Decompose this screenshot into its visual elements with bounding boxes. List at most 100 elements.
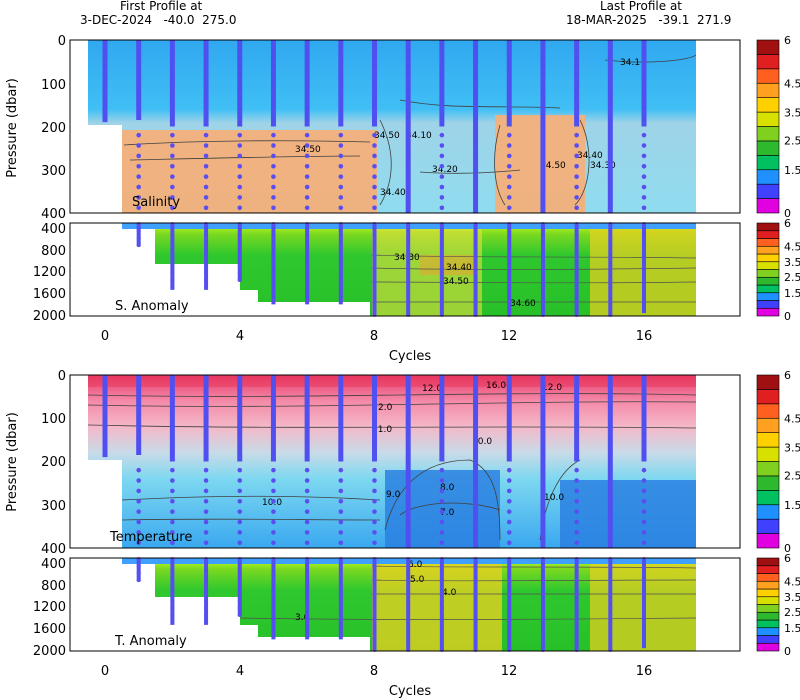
profile-dot [507, 592, 512, 597]
profile-dot [473, 599, 478, 604]
profile-dot [406, 585, 411, 590]
contour-label: 34.50 [540, 161, 566, 171]
profile-dot [304, 163, 310, 169]
profile-dot [574, 284, 579, 289]
profile-dot [237, 509, 243, 514]
profile-dot [203, 509, 209, 514]
profile-dot [338, 498, 344, 504]
profile-dot [372, 571, 377, 576]
colorbar-swatch [756, 565, 780, 574]
profile-dot [136, 519, 141, 525]
profile-dot [642, 592, 646, 597]
profile-dot [506, 498, 512, 504]
profile-dot [473, 264, 478, 269]
profile-dot [136, 132, 141, 138]
colorbar-swatch [756, 533, 780, 549]
panel-temperature: 12.0 16.0 12.0 2.0 11.0 10.0 10.0 9.0 8.… [5, 369, 741, 557]
profile-dot [574, 205, 579, 211]
colorbar-swatch [756, 183, 780, 199]
profile-dot [641, 132, 647, 138]
profile-dot [338, 243, 343, 248]
colorbar-swatch [756, 230, 780, 239]
profile-dot [170, 195, 175, 200]
profile-dot [305, 585, 310, 590]
contour-label: 5.0 [410, 575, 425, 585]
profile-dot [203, 195, 209, 200]
panel-title: S. Anomaly [115, 299, 189, 314]
profile-dot [406, 264, 411, 269]
profile-dot [304, 132, 310, 138]
profile-dot [608, 640, 613, 645]
profile-dot [237, 585, 242, 590]
profile-dot [507, 599, 512, 604]
y-tick-label: 1200 [33, 265, 66, 280]
profile-dot [372, 243, 377, 248]
profile-dot [641, 519, 647, 525]
profile-dot [642, 298, 646, 303]
temperature-y-axis: 0 100 200 300 400 [41, 369, 66, 557]
profile-dot [574, 195, 579, 200]
profile-dot [338, 633, 343, 638]
profile-dot [406, 250, 411, 255]
profile-dot [642, 284, 646, 289]
profile-dot [473, 571, 478, 576]
profile-dot [608, 250, 613, 255]
colorbar-swatch [756, 169, 780, 185]
colorbar-tick-label: 1.5 [784, 622, 800, 635]
profile-dot [406, 305, 411, 310]
profile-dot [170, 578, 175, 583]
profile-dot [439, 578, 444, 583]
profile-dot [170, 605, 175, 610]
profile-dot [271, 498, 276, 504]
profile-dot [642, 250, 646, 255]
profile-dot [136, 184, 141, 190]
x-axis-label: Cycles [389, 349, 432, 364]
profile-dot [372, 174, 377, 179]
profile-dot [507, 264, 512, 269]
profile-dot [338, 612, 343, 617]
profile-dot [170, 599, 175, 604]
profile-dot [237, 153, 243, 159]
colorbar-swatch [756, 557, 780, 567]
profile-dot [271, 184, 276, 190]
colorbar-swatch [756, 307, 780, 317]
profile-dot [136, 236, 141, 241]
contour-label: 6.0 [408, 560, 423, 570]
profile-dot [473, 605, 478, 610]
profile-dot [304, 467, 310, 473]
t-anomaly-y-axis: 400 800 1200 1600 2000 [33, 557, 66, 659]
profile-dot [271, 564, 276, 569]
profile-dot [608, 626, 613, 631]
profile-dot [305, 599, 310, 604]
profile-dot [136, 488, 141, 494]
profile-dot [271, 298, 276, 303]
contour-label: 12.0 [422, 384, 442, 394]
profile-dot [439, 519, 445, 525]
profile-dot [372, 143, 377, 148]
x-tick-label: 8 [370, 329, 378, 344]
profile-dot [204, 236, 209, 241]
profile-dot [540, 236, 545, 241]
profile-dot [540, 305, 545, 310]
profile-dot [204, 585, 209, 590]
profile-dot [237, 467, 243, 473]
profile-dot [271, 250, 276, 255]
profile-dot [170, 612, 175, 617]
profile-dot [406, 291, 411, 296]
profile-dot [439, 498, 445, 504]
profile-dot [641, 143, 647, 148]
profile-dot [406, 605, 411, 610]
profile-dot [338, 509, 344, 514]
profile-dot [574, 478, 579, 483]
last-profile-value: 18-MAR-2025 -39.1 271.9 [566, 13, 731, 27]
salinity-lens-left [122, 130, 377, 213]
profile-dot [540, 605, 545, 610]
profile-dot [642, 599, 646, 604]
colorbar-tick-label: 6 [784, 369, 791, 382]
x-tick-label: 16 [636, 664, 653, 679]
colorbar-tick-label: 1.5 [784, 287, 800, 300]
colorbar-swatch [756, 518, 780, 534]
profile-dot [439, 277, 444, 282]
profile-dot [406, 626, 411, 631]
